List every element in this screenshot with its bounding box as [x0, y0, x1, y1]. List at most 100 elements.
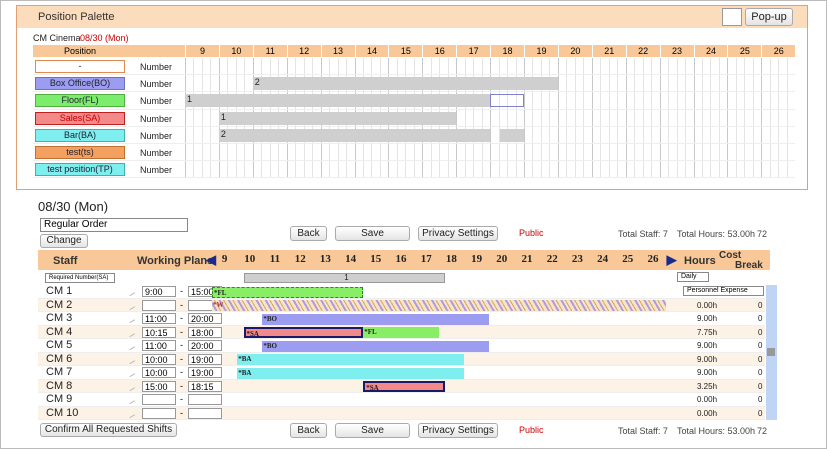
- staff-name: CM 4: [46, 325, 73, 338]
- dash: -: [180, 340, 183, 350]
- hour-label: 21: [521, 253, 533, 265]
- grid-line: [634, 58, 636, 179]
- staff-cost: 0: [758, 327, 763, 337]
- palette-head-row: [33, 45, 796, 57]
- from-input[interactable]: 10:00: [142, 367, 176, 378]
- from-input[interactable]: 15:00: [142, 380, 176, 392]
- to-input[interactable]: [188, 394, 222, 405]
- popup-button[interactable]: Pop-up: [745, 8, 793, 26]
- position-header: Position: [63, 46, 97, 56]
- staff-cost: 0: [758, 341, 763, 350]
- to-input[interactable]: 20:00: [188, 340, 222, 351]
- hour-label: 24: [597, 253, 609, 265]
- coverage-bar: [185, 94, 491, 108]
- from-input[interactable]: [142, 299, 176, 311]
- expense-select[interactable]: Personnel Expense: [683, 286, 764, 296]
- grid-line: [659, 58, 661, 179]
- shift-bar[interactable]: *SA: [243, 327, 364, 338]
- hour-label: 9: [185, 45, 219, 57]
- from-input[interactable]: [142, 394, 176, 405]
- from-input[interactable]: 10:00: [142, 353, 176, 365]
- position-chip[interactable]: Box Office(BO): [35, 77, 125, 91]
- schedule-date: 08/30 (Mon): [38, 199, 109, 214]
- position-chip[interactable]: test position(TP): [35, 163, 125, 177]
- grid-line: [651, 58, 653, 179]
- save-button[interactable]: Save: [335, 226, 410, 241]
- to-input[interactable]: 19:00: [188, 367, 222, 378]
- to-input[interactable]: 18:00: [188, 326, 222, 338]
- to-input[interactable]: 20:00: [188, 313, 222, 324]
- hour-label: 12: [286, 45, 321, 57]
- position-chip[interactable]: -: [35, 60, 125, 73]
- popup-icon[interactable]: [722, 8, 742, 26]
- coverage-count: 2: [254, 77, 260, 88]
- privacy-button[interactable]: Privacy Settings: [418, 226, 498, 241]
- daily-select[interactable]: Daily: [677, 272, 709, 282]
- staff-cost: 0: [758, 300, 763, 310]
- grid-line: [769, 58, 771, 179]
- venue: CM Cinema: [33, 33, 81, 43]
- shift-bar[interactable]: *BA: [237, 354, 464, 365]
- order-select[interactable]: Regular Order: [40, 218, 188, 232]
- save-button[interactable]: Save: [335, 423, 410, 438]
- back-button[interactable]: Back: [290, 226, 327, 241]
- privacy-button[interactable]: Privacy Settings: [418, 423, 498, 438]
- hour-label: 14: [354, 45, 389, 57]
- palette-date: 08/30 (Mon): [80, 33, 129, 43]
- shift-bar[interactable]: *BO: [262, 340, 490, 352]
- change-button[interactable]: Change: [40, 234, 88, 248]
- staff-name: CM 6: [46, 352, 73, 365]
- dash: -: [180, 380, 183, 391]
- shift-bar[interactable]: *SA: [363, 381, 446, 392]
- shift-bar[interactable]: *FL: [212, 286, 364, 298]
- staff-cost: 0: [758, 395, 763, 404]
- shift-bar[interactable]: *W: [212, 300, 666, 311]
- from-input[interactable]: 10:15: [142, 326, 176, 338]
- shift-bar[interactable]: *BO: [262, 313, 490, 325]
- to-input[interactable]: 18:15: [188, 380, 222, 392]
- from-input[interactable]: 11:00: [142, 313, 176, 324]
- grid-line: [540, 58, 542, 179]
- to-input[interactable]: 19:00: [188, 353, 222, 365]
- back-button[interactable]: Back: [290, 423, 327, 438]
- position-chip[interactable]: test(ts): [35, 146, 125, 159]
- from-input[interactable]: [142, 407, 176, 419]
- palette-header: [17, 6, 807, 28]
- position-chip[interactable]: Floor(FL): [35, 94, 125, 108]
- position-chip[interactable]: Bar(BA): [35, 128, 125, 142]
- grid-line: [735, 58, 737, 179]
- grid-line: [761, 58, 763, 179]
- prev-arrow[interactable]: ◀: [206, 252, 216, 267]
- grid-line: [583, 58, 585, 179]
- staff-hours: 9.00h: [697, 341, 718, 350]
- staff-hours: 0.00h: [697, 300, 718, 310]
- total-hours: Total Hours: 53.00h: [677, 426, 756, 436]
- grid-line: [786, 58, 788, 179]
- grid-line: [490, 58, 492, 179]
- hour-label: 12: [294, 253, 306, 265]
- grid-line: [210, 58, 212, 179]
- staff-cost: 0: [758, 408, 763, 418]
- shift-bar[interactable]: *BA: [237, 367, 464, 379]
- grid-line: [676, 58, 678, 179]
- position-chip[interactable]: Sales(SA): [35, 111, 125, 125]
- grid-line: [625, 58, 627, 179]
- hour-label: 11: [269, 253, 281, 265]
- grid-line: [752, 58, 754, 179]
- dash: -: [180, 367, 183, 377]
- from-input[interactable]: 9:00: [142, 286, 176, 297]
- staff-hours: 7.75h: [697, 327, 718, 337]
- grid-line: [498, 58, 500, 179]
- from-input[interactable]: 11:00: [142, 340, 176, 351]
- staff-name: CM 2: [46, 298, 73, 311]
- row-line: [33, 108, 796, 110]
- grid-line: [549, 58, 551, 179]
- to-input[interactable]: [188, 407, 222, 419]
- row-line: [33, 160, 796, 162]
- dash: -: [180, 407, 183, 418]
- hour-label: 19: [471, 253, 483, 265]
- confirm-button[interactable]: Confirm All Requested Shifts: [40, 423, 177, 437]
- next-arrow[interactable]: ▶: [666, 252, 677, 267]
- required-select[interactable]: Required Number(SA): [45, 273, 115, 283]
- shift-bar[interactable]: *FL: [363, 327, 439, 338]
